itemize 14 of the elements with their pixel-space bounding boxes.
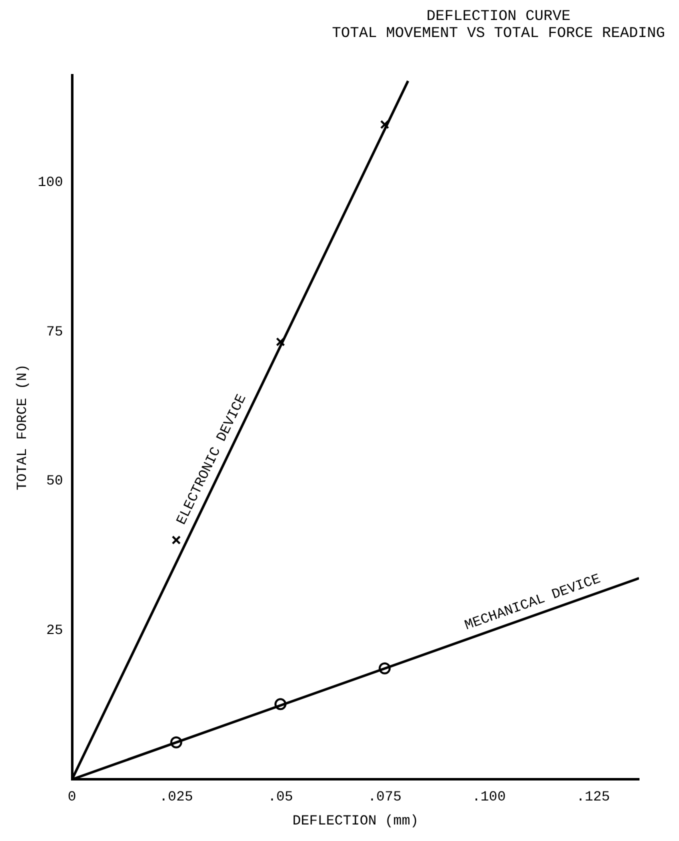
chart-subtitle: TOTAL MOVEMENT VS TOTAL FORCE READING — [332, 25, 665, 42]
x-tick-label: .100 — [472, 790, 506, 806]
x-axis-title: DEFLECTION (mm) — [292, 813, 419, 830]
x-tick-label: 0 — [68, 790, 76, 806]
chart-title: DEFLECTION CURVE — [425, 8, 572, 25]
y-tick-label: 75 — [46, 324, 64, 340]
x-tick-label: .125 — [576, 790, 610, 806]
y-tick-label: 100 — [38, 175, 64, 192]
y-tick-label: 25 — [46, 622, 64, 639]
y-axis-title: TOTAL FORCE (N) — [15, 364, 32, 490]
y-tick-label: 50 — [46, 474, 64, 490]
x-tick-label: .05 — [268, 790, 294, 806]
x-tick-label: .025 — [159, 790, 194, 806]
x-tick-label: .075 — [368, 790, 402, 806]
